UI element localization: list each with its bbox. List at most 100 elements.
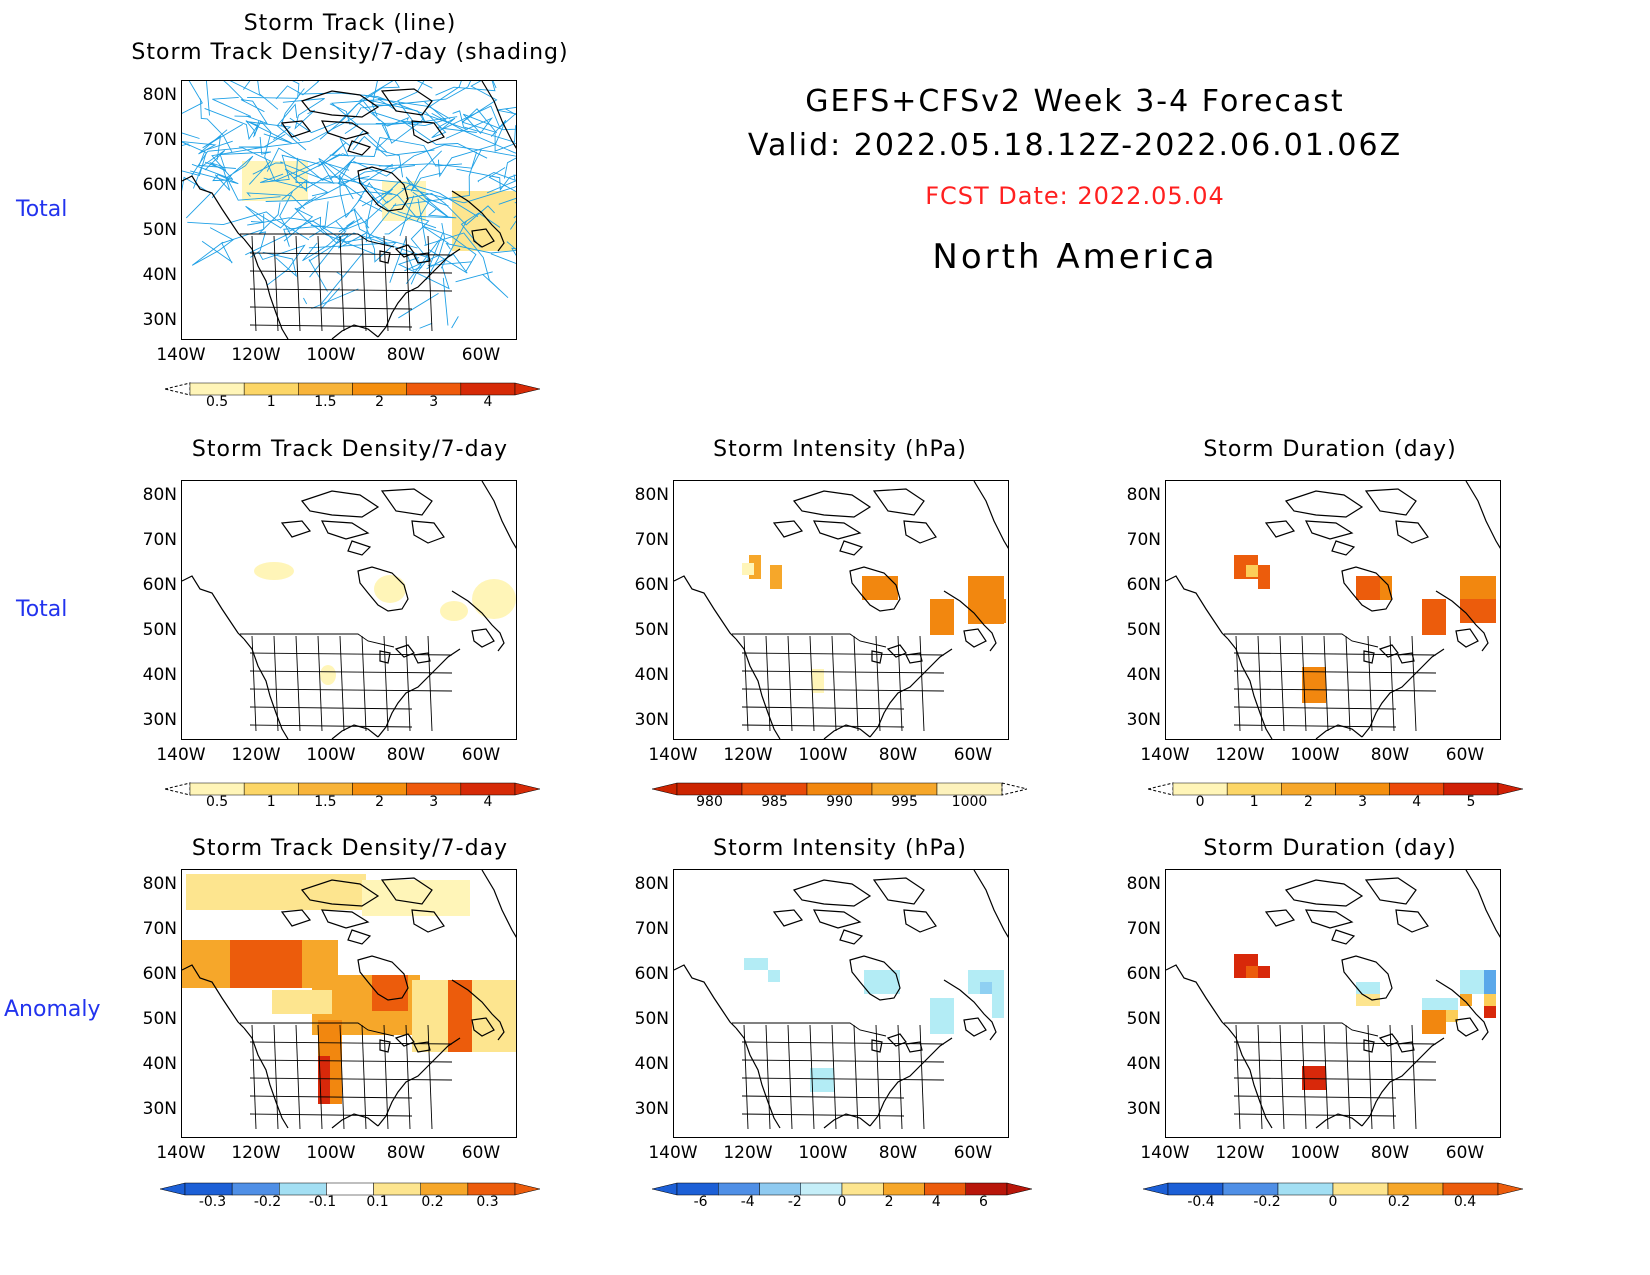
lat-tick-label: 80N bbox=[634, 485, 669, 505]
lat-tick-label: 30N bbox=[634, 710, 669, 730]
lon-tick-label: 60W bbox=[1445, 1143, 1485, 1163]
lon-tick-label: 120W bbox=[723, 745, 773, 765]
lat-tick-label: 60N bbox=[634, 964, 669, 984]
lon-tick-label: 80W bbox=[878, 745, 918, 765]
lon-tick-label: 120W bbox=[1215, 745, 1265, 765]
lat-tick-label: 80N bbox=[1126, 874, 1161, 894]
region-name: North America bbox=[932, 237, 1218, 277]
lat-tick-label: 60N bbox=[142, 175, 177, 195]
colorbar-tick-label: 990 bbox=[826, 794, 853, 810]
lat-tick-label: 40N bbox=[1126, 1054, 1161, 1074]
lon-tick-label: 80W bbox=[386, 745, 426, 765]
lon-tick-label: 120W bbox=[231, 345, 281, 365]
lat-tick-label: 40N bbox=[1126, 665, 1161, 685]
lon-tick-label: 140W bbox=[156, 745, 206, 765]
colorbar-tick-label: 2 bbox=[1303, 794, 1313, 810]
panel2-title: Storm Track Density/7-day bbox=[191, 437, 509, 462]
colorbar-tick-label: 0.2 bbox=[421, 1194, 444, 1210]
colorbar-tick-label: 2 bbox=[884, 1194, 894, 1210]
map-duration-anomaly bbox=[1165, 869, 1501, 1138]
colorbar-tick-label: 0.4 bbox=[1453, 1194, 1477, 1210]
lon-tick-label: 80W bbox=[1370, 1143, 1410, 1163]
lat-tick-label: 80N bbox=[1126, 485, 1161, 505]
lat-tick-label: 30N bbox=[1126, 1099, 1161, 1119]
map-storm-track-lines bbox=[181, 80, 517, 340]
lon-tick-label: 140W bbox=[1140, 1143, 1190, 1163]
lat-tick-label: 80N bbox=[142, 485, 177, 505]
lon-tick-label: 100W bbox=[798, 745, 848, 765]
panel3-title: Storm Intensity (hPa) bbox=[713, 437, 967, 462]
lat-tick-label: 80N bbox=[142, 874, 177, 894]
forecast-date: FCST Date: 2022.05.04 bbox=[925, 182, 1225, 210]
lat-tick-label: 50N bbox=[142, 220, 177, 240]
colorbar-tick-label: 1 bbox=[266, 794, 276, 810]
lon-tick-label: 140W bbox=[156, 345, 206, 365]
colorbar-tick-label: -0.4 bbox=[1187, 1194, 1215, 1210]
colorbar-tick-label: 0.2 bbox=[1387, 1194, 1411, 1210]
colorbar-density-total: 0.5 1 1.5 2 3 4 bbox=[165, 782, 540, 812]
lat-tick-label: 50N bbox=[634, 1009, 669, 1029]
colorbar-tick-label: 0.1 bbox=[366, 1194, 389, 1210]
colorbar-tick-label: 1000 bbox=[951, 794, 988, 810]
lat-tick-label: 70N bbox=[142, 919, 177, 939]
forecast-title: GEFS+CFSv2 Week 3-4 Forecast bbox=[805, 84, 1345, 119]
lat-tick-label: 50N bbox=[142, 620, 177, 640]
lon-tick-label: 100W bbox=[1290, 1143, 1340, 1163]
colorbar-tick-label: 995 bbox=[891, 794, 918, 810]
lat-tick-label: 60N bbox=[142, 575, 177, 595]
lon-tick-label: 80W bbox=[1370, 745, 1410, 765]
colorbar-tick-label: 3 bbox=[429, 394, 439, 410]
colorbar-tick-label: 1 bbox=[266, 394, 276, 410]
colorbar-tick-label: 2 bbox=[375, 794, 385, 810]
colorbar-tick-label: -0.1 bbox=[308, 1194, 337, 1210]
lat-tick-label: 50N bbox=[1126, 620, 1161, 640]
panel4-title: Storm Duration (day) bbox=[1203, 437, 1457, 462]
lon-tick-label: 100W bbox=[798, 1143, 848, 1163]
panel6-title: Storm Intensity (hPa) bbox=[713, 836, 967, 861]
lat-tick-label: 70N bbox=[142, 530, 177, 550]
lon-tick-label: 100W bbox=[306, 745, 356, 765]
colorbar-tick-label: 1 bbox=[1249, 794, 1259, 810]
map-duration-total bbox=[1165, 480, 1501, 740]
row-label-anomaly: Anomaly bbox=[4, 997, 101, 1022]
lon-tick-label: 120W bbox=[231, 1143, 281, 1163]
colorbar-intensity-total: 980 985 990 995 1000 bbox=[652, 782, 1027, 812]
lon-tick-label: 60W bbox=[461, 345, 501, 365]
lat-tick-label: 70N bbox=[1126, 919, 1161, 939]
lon-tick-label: 120W bbox=[1215, 1143, 1265, 1163]
panel1-title-line1: Storm Track (line) bbox=[243, 11, 457, 36]
colorbar-tick-label: 2 bbox=[375, 394, 385, 410]
lat-tick-label: 50N bbox=[1126, 1009, 1161, 1029]
row-label-total-2: Total bbox=[16, 597, 68, 622]
lon-tick-label: 140W bbox=[156, 1143, 206, 1163]
lat-tick-label: 60N bbox=[142, 964, 177, 984]
colorbar-duration-anomaly: -0.4 -0.2 0 0.2 0.4 bbox=[1143, 1182, 1523, 1212]
colorbar-tick-label: 4 bbox=[483, 794, 493, 810]
map-track-density-total bbox=[181, 480, 517, 740]
lat-tick-label: 30N bbox=[142, 1099, 177, 1119]
lon-tick-label: 60W bbox=[461, 745, 501, 765]
map-track-density-anomaly bbox=[181, 869, 517, 1138]
colorbar-tick-label: 0 bbox=[1328, 1194, 1338, 1210]
lat-tick-label: 40N bbox=[634, 665, 669, 685]
lon-tick-label: 140W bbox=[648, 745, 698, 765]
colorbar-tick-label: 1.5 bbox=[314, 794, 337, 810]
lat-tick-label: 70N bbox=[142, 130, 177, 150]
lon-tick-label: 80W bbox=[878, 1143, 918, 1163]
colorbar-tick-label: 980 bbox=[696, 794, 723, 810]
colorbar-tick-label: 0.5 bbox=[205, 794, 229, 810]
map-intensity-anomaly bbox=[673, 869, 1009, 1138]
colorbar-tick-label: 0.5 bbox=[205, 394, 229, 410]
map-intensity-total bbox=[673, 480, 1009, 740]
panel7-title: Storm Duration (day) bbox=[1203, 836, 1457, 861]
colorbar-tick-label: 1.5 bbox=[314, 394, 337, 410]
lon-tick-label: 100W bbox=[1290, 745, 1340, 765]
lat-tick-label: 40N bbox=[142, 265, 177, 285]
colorbar-tick-label: 0 bbox=[1195, 794, 1205, 810]
colorbar-tick-label: 3 bbox=[1358, 794, 1368, 810]
lon-tick-label: 100W bbox=[306, 1143, 356, 1163]
lat-tick-label: 80N bbox=[142, 85, 177, 105]
lat-tick-label: 30N bbox=[142, 310, 177, 330]
lat-tick-label: 60N bbox=[634, 575, 669, 595]
panel1-title-line2: Storm Track Density/7-day (shading) bbox=[131, 40, 569, 65]
